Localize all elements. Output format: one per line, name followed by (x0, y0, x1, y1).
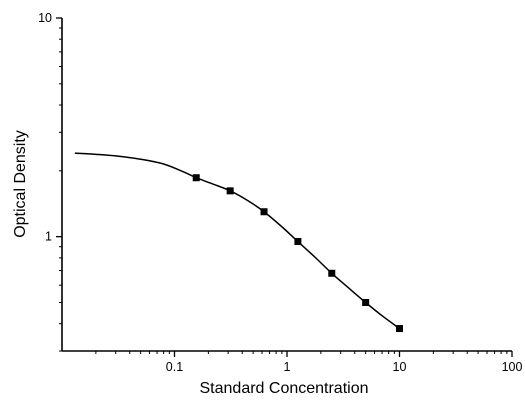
data-point (396, 325, 403, 333)
fit-curve (74, 152, 400, 330)
y-tick-label: 10 (38, 11, 52, 25)
x-tick-label: 0.1 (166, 360, 183, 374)
data-point (226, 187, 234, 195)
data-point (192, 174, 200, 182)
data-point (294, 238, 302, 246)
y-axis-title: Optical Density (12, 130, 29, 238)
x-axis-title: Standard Concentration (200, 380, 369, 397)
y-tick-label: 1 (45, 230, 52, 244)
x-tick-label: 100 (502, 360, 523, 374)
x-tick-label: 10 (393, 360, 407, 374)
tick-labels: 0.1 1 10 100 1 10 (38, 11, 522, 374)
data-point (328, 269, 336, 277)
data-point (260, 208, 268, 216)
axis-ticks (56, 17, 513, 357)
x-tick-label: 1 (284, 360, 291, 374)
data-point (362, 298, 370, 306)
data-markers (192, 174, 403, 333)
